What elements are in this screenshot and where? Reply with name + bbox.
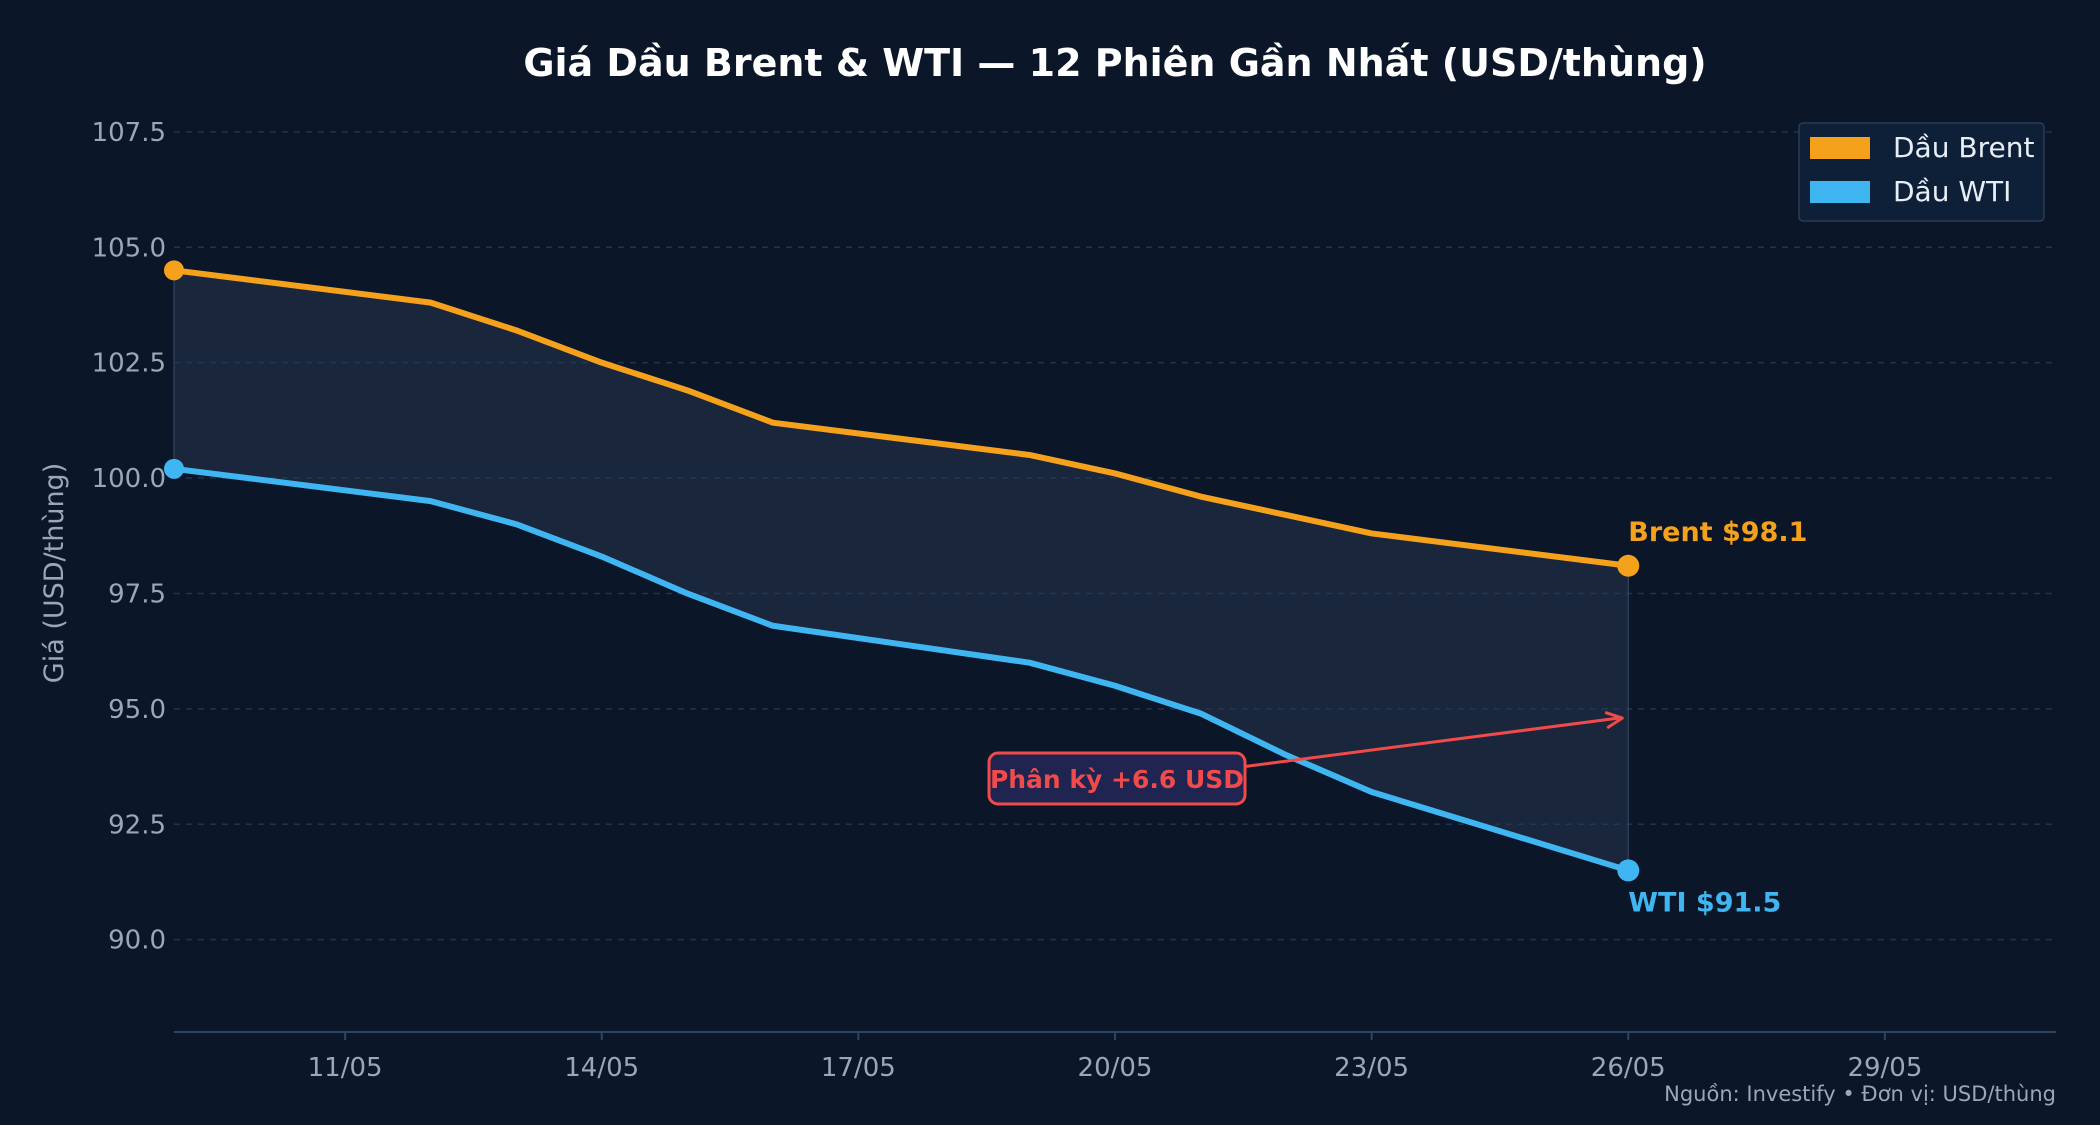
legend-swatch-brent <box>1810 137 1870 159</box>
legend-label-brent: Dầu Brent <box>1893 131 2034 164</box>
annotation-box <box>987 751 1247 806</box>
series-lines <box>164 260 1640 882</box>
annotation-arrowhead <box>1604 710 1624 730</box>
legend: Dầu Brent Dầu WTI <box>1798 122 2045 222</box>
annotation-arrow-line <box>1244 716 1619 768</box>
end-label-brent: Brent $98.1 <box>1628 517 1807 548</box>
y-tick-label: 107.5 <box>92 118 166 148</box>
x-tick-label: 26/05 <box>1591 1053 1666 1083</box>
end-label-wti: WTI $91.5 <box>1628 887 1781 918</box>
source-note: Nguồn: Investify • Đơn vị: USD/thùng <box>1664 1082 2056 1106</box>
end-point-wti <box>1617 859 1640 882</box>
end-point-brent <box>1617 554 1640 577</box>
series-line-brent <box>171 267 1632 569</box>
series-line-wti <box>171 465 1632 874</box>
x-tick-label: 11/05 <box>308 1053 383 1083</box>
y-tick-label: 92.5 <box>108 810 166 840</box>
start-point-wti <box>164 458 184 479</box>
axes: 90.0 92.5 95.0 97.5 100.0 102.5 105.0 107.5 11/0… <box>92 118 2056 1083</box>
grid <box>174 131 2056 941</box>
end-labels: Brent $98.1 WTI $91.5 <box>1628 517 1807 919</box>
legend-label-wti: Dầu WTI <box>1893 175 2011 208</box>
y-tick-label: 95.0 <box>108 695 166 725</box>
x-tick-label: 17/05 <box>821 1053 896 1083</box>
chart-title: Giá Dầu Brent & WTI — 12 Phiên Gần Nhất … <box>523 41 1706 85</box>
start-point-brent <box>164 260 184 281</box>
y-tick-label: 97.5 <box>108 579 166 609</box>
annotation-text: Phân kỳ +6.6 USD <box>990 765 1244 794</box>
y-tick-label: 100.0 <box>92 464 166 494</box>
x-tick-label: 29/05 <box>1847 1053 1922 1083</box>
y-tick-label: 105.0 <box>92 233 166 263</box>
x-tick-label: 23/05 <box>1334 1053 1409 1083</box>
legend-swatch-wti <box>1810 181 1870 203</box>
y-tick-label: 102.5 <box>92 349 166 379</box>
annotation-layer: Phân kỳ +6.6 USD <box>987 710 1624 806</box>
y-tick-label: 90.0 <box>108 926 166 956</box>
y-axis-label: Giá (USD/thùng) <box>39 463 70 683</box>
x-tick-label: 20/05 <box>1078 1053 1153 1083</box>
x-tick-label: 14/05 <box>564 1053 639 1083</box>
